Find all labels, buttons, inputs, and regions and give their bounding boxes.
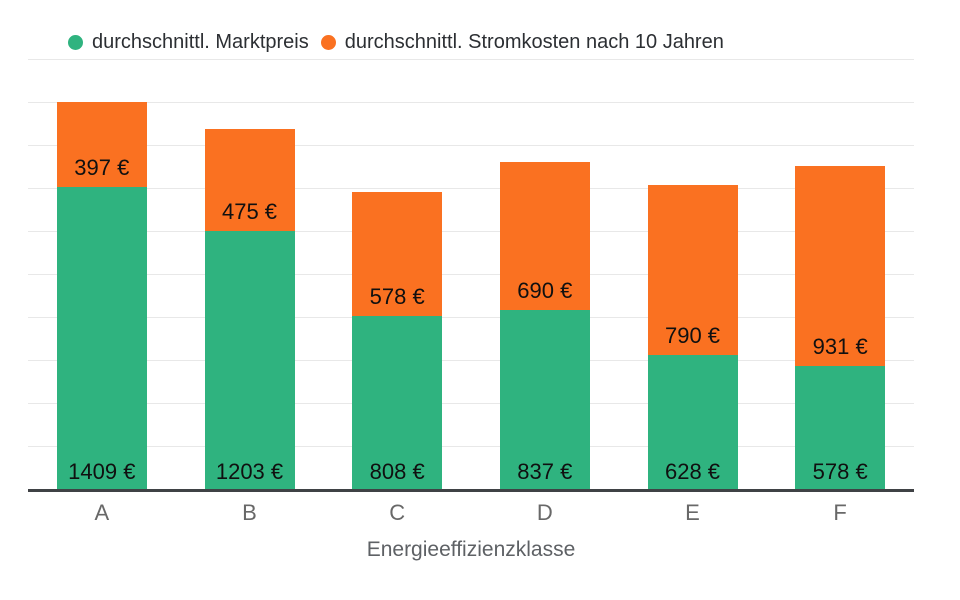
gridline: [28, 59, 914, 60]
stromkosten-value-label: 690 €: [517, 278, 573, 304]
stromkosten-value-label: 397 €: [74, 155, 130, 181]
stromkosten-value-label: 475 €: [221, 199, 278, 225]
gridline: [28, 317, 914, 318]
gridline: [28, 360, 914, 361]
bar-a-marktpreis-segment: [56, 187, 147, 490]
bar-f: 578 € 931 €: [795, 165, 886, 490]
x-tick-label-e: E: [685, 500, 700, 525]
bar-e-stromkosten-segment: [647, 185, 738, 355]
x-tick-label-d: D: [536, 500, 553, 525]
bar-f-stromkosten-segment: [795, 165, 886, 366]
gridline: [28, 446, 914, 447]
legend-color-dot-icon: [68, 35, 83, 50]
bar-e: 628 € 790 €: [647, 185, 738, 490]
legend-color-dot-icon: [320, 35, 336, 50]
bar-a-stromkosten-segment: [56, 101, 147, 188]
x-tick-label-b: B: [242, 500, 257, 525]
plot-area: 1409 € 397 € 1203 € 475 € 808 € 578 € 837 € 690…: [28, 59, 914, 490]
marktpreis-value-label: 628 €: [664, 459, 721, 484]
bar-b-marktpreis-segment: [204, 231, 295, 490]
gridline: [28, 102, 914, 103]
bar-c-marktpreis-segment: [352, 316, 443, 490]
marktpreis-value-label: 1409 €: [68, 459, 136, 484]
stromkosten-value-label: 790 €: [664, 322, 721, 348]
gridline: [28, 145, 914, 146]
legend-label: durchschnittl. Marktpreis: [92, 31, 309, 53]
marktpreis-value-label: 808 €: [369, 459, 425, 484]
bar-d: 837 € 690 €: [499, 161, 590, 490]
gridline: [28, 403, 914, 404]
x-tick-label-c: C: [389, 500, 406, 525]
chart-legend: durchschnittl. Marktpreis durchschnittl. …: [68, 31, 724, 54]
marktpreis-value-label: 837 €: [517, 459, 573, 484]
stromkosten-value-label: 578 €: [369, 284, 425, 310]
marktpreis-value-label: 578 €: [812, 459, 868, 484]
gridline: [28, 274, 914, 275]
bar-d-marktpreis-segment: [499, 310, 590, 490]
bar-b: 1203 € 475 €: [204, 129, 295, 490]
bar-f-marktpreis-segment: [795, 365, 886, 490]
marktpreis-value-label: 1203 €: [215, 459, 284, 484]
x-tick-label-f: F: [833, 500, 847, 525]
legend-item: durchschnittl. Marktpreis: [68, 31, 309, 54]
legend-item: durchschnittl. Stromkosten nach 10 Jahre…: [320, 31, 724, 54]
gridline: [28, 231, 914, 232]
x-axis-title: Energieeffizienzklasse: [366, 538, 576, 561]
legend-label: durchschnittl. Stromkosten nach 10 Jahre…: [344, 31, 724, 53]
gridline: [28, 188, 914, 189]
bar-b-stromkosten-segment: [204, 129, 295, 232]
bar-d-stromkosten-segment: [499, 161, 590, 311]
bar-c: 808 € 578 €: [352, 192, 443, 490]
x-axis-line: [28, 489, 914, 492]
bar-e-marktpreis-segment: [647, 354, 738, 490]
bar-c-stromkosten-segment: [352, 192, 443, 317]
stromkosten-value-label: 931 €: [812, 333, 868, 359]
bar-a: 1409 € 397 €: [56, 101, 147, 490]
x-tick-label-a: A: [94, 500, 110, 525]
